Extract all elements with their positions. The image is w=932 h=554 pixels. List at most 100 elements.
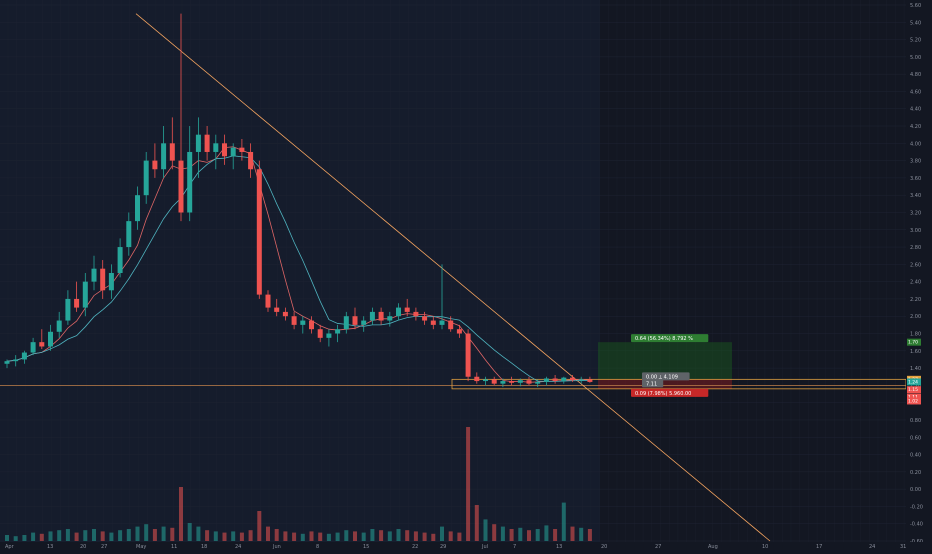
- volume-bar: [474, 505, 479, 541]
- time-tick-label: 27: [655, 544, 661, 550]
- trendline-layer[interactable]: [135, 13, 771, 542]
- price-tick-label: 1.80: [910, 332, 921, 338]
- candle-body: [387, 316, 393, 321]
- volume-bar: [361, 532, 366, 541]
- price-badge-last: [907, 378, 921, 386]
- price-tick-label: 3.80: [910, 159, 921, 165]
- target-label-bg: [631, 334, 709, 343]
- candle-body: [135, 195, 140, 222]
- time-tick-label: 11: [171, 544, 177, 550]
- candle-body: [65, 298, 71, 321]
- volume-bar: [239, 532, 244, 541]
- volume-bar: [213, 531, 218, 541]
- candle-body: [500, 381, 506, 384]
- volume-bar: [553, 529, 558, 541]
- candle-body: [100, 268, 106, 291]
- candle-body: [483, 379, 488, 382]
- candle-body: [300, 320, 306, 325]
- price-badge-label: 1.24: [908, 379, 918, 385]
- volume-bars: [5, 427, 592, 541]
- price-tick-label: 5.00: [910, 55, 921, 61]
- price-axis-panel[interactable]: [906, 0, 932, 550]
- volume-bar: [353, 531, 357, 541]
- time-tick-label: 24: [235, 544, 241, 550]
- time-tick-label: 20: [601, 544, 607, 550]
- candle-body: [465, 333, 471, 377]
- price-tick-label: 2.00: [910, 314, 921, 320]
- volume-bar: [109, 532, 114, 541]
- price-badge-label: 1.02: [908, 398, 918, 404]
- volume-bar: [83, 530, 88, 541]
- candle-body: [126, 221, 132, 248]
- candle-body: [256, 169, 262, 295]
- candle-body: [48, 331, 53, 347]
- candle-body: [239, 147, 245, 152]
- volume-bar: [492, 524, 497, 541]
- candle-body: [448, 320, 454, 330]
- time-tick-label: Jul: [481, 544, 488, 550]
- price-tick-label: 0.80: [910, 418, 921, 424]
- volume-bar: [92, 529, 96, 541]
- candle-body: [396, 307, 401, 317]
- candle-body: [204, 134, 210, 152]
- entry-label: 0.00 ⟂ 4.109: [646, 374, 678, 380]
- entry-label-2-bg: [642, 379, 664, 388]
- candle-body: [378, 311, 384, 321]
- candle-body: [578, 379, 584, 381]
- candle-body: [74, 298, 80, 308]
- volume-bar: [344, 530, 349, 541]
- candle-body: [21, 352, 27, 360]
- candle-body: [587, 379, 593, 382]
- volume-bar: [205, 530, 210, 541]
- candle-body: [178, 160, 184, 213]
- candle-body: [56, 320, 62, 332]
- price-badge-target: [907, 338, 921, 346]
- price-tick-label: 4.20: [910, 124, 921, 130]
- price-tick-label: 5.40: [910, 20, 921, 26]
- price-tick-label: -0.40: [910, 522, 923, 528]
- volume-bar: [422, 532, 427, 541]
- price-tick-label: 4.00: [910, 141, 921, 147]
- volume-bar: [48, 531, 53, 541]
- price-tick-label: 4.60: [910, 89, 921, 95]
- candle-body: [274, 307, 280, 312]
- price-tick-label: 0.20: [910, 470, 921, 476]
- candle-body: [152, 160, 158, 170]
- trendline[interactable]: [135, 13, 771, 542]
- time-tick-label: 13: [556, 544, 562, 550]
- price-badge-label: 1.15: [908, 387, 918, 393]
- time-axis-panel[interactable]: [0, 542, 932, 550]
- time-tick-label: 20: [80, 544, 86, 550]
- volume-bar: [483, 519, 488, 541]
- price-badge-stop: [907, 397, 921, 405]
- volume-bar: [405, 530, 410, 541]
- price-tick-label: 0.00: [910, 487, 921, 493]
- volume-bar: [144, 524, 149, 541]
- candle-body: [543, 378, 549, 382]
- candle-body: [4, 361, 10, 364]
- price-tick-label: 2.80: [910, 245, 921, 251]
- candle-body: [526, 380, 532, 384]
- volume-bar: [326, 533, 331, 541]
- volume-bar: [509, 529, 514, 541]
- price-tick-label: -0.20: [910, 504, 923, 510]
- price-tick-label: 2.20: [910, 297, 921, 303]
- volume-bar: [448, 531, 453, 541]
- volume-bar: [135, 526, 140, 541]
- candle-body: [222, 143, 227, 157]
- volume-bar: [309, 531, 314, 541]
- volume-bar: [544, 525, 549, 541]
- price-badge-label: 1.70: [908, 340, 918, 346]
- price-tick-label: 5.60: [910, 3, 921, 9]
- volume-bar: [466, 427, 471, 541]
- moving-average-teal: [6, 155, 590, 382]
- volume-bar: [126, 529, 131, 541]
- volume-bar: [518, 527, 523, 541]
- volume-bar: [283, 531, 288, 541]
- time-axis[interactable]: Apr 13 20 27 May 11 18 24 Jun 8 15 22 29 Jul 7 13 20 27 Au…: [5, 544, 906, 550]
- candle-body: [491, 379, 497, 384]
- candle-body: [13, 359, 19, 362]
